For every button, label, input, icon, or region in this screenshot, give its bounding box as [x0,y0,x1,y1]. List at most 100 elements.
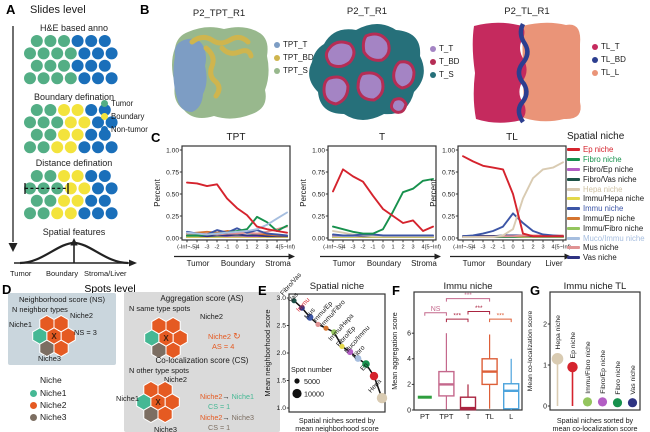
feature-axis-stroma-liver: Stroma/Liver [84,269,127,278]
tissue-spot [71,170,84,182]
as-title: Aggregation score (AS) [160,294,244,303]
y-tick-label: 2.5 [277,323,287,330]
panel-f-label: F [392,283,400,298]
legend-line-swatch [567,216,580,220]
y-tick-label: 2.0 [277,350,287,357]
legend-line-swatch [567,236,580,240]
lollipop-dot-Fibro niche [612,398,623,408]
chart-title: Immu niche TL [564,281,627,292]
distance-step-title: Distance defination [35,158,113,168]
hex-spot-N2 [150,393,166,411]
lollipop-dot-Hepa niche [551,353,564,365]
tissue-spot [105,207,118,220]
x-tick-label: 2 [255,245,258,251]
legend-label: Muco/Immu niche [583,233,645,243]
y-tick-label: 2 [407,382,411,389]
y-tick-label: 0.50 [312,191,325,198]
tissue-spot [37,116,50,129]
tissue-spot [71,194,84,207]
y-tick-label: 0.75 [312,169,325,176]
legend-item: Non-tumor [101,123,148,136]
chart-title: Spatial niche [310,281,364,292]
tissue-spot [92,72,104,85]
plot-frame [457,145,567,241]
arrow-right-icon: → [222,413,230,422]
legend-item: TL_BD [592,53,626,66]
x-tick-label: 2 [531,245,534,251]
ns-subtitle: N neighbor types [12,305,68,314]
legend-item: T_BD [430,55,459,68]
x-tick-label: 1 [391,245,394,251]
center-spot-marker: X [155,398,161,407]
line-chart-tl: TL Percent 0.00 0.25 0.50 0.75 1.00 (-Inf~-5]-4… [429,132,571,268]
legend-line-swatch [567,197,580,201]
x-tick-label: -1 [371,245,376,251]
tissue-spot [44,170,57,182]
legend-label: Hepa niche [583,184,623,194]
x-tick-label: (-Inf~-5] [453,245,473,251]
anno-step-title: H&E based anno [39,23,109,33]
panel-b-label: B [140,2,150,17]
data-point-Fibro/Vas [291,298,297,304]
center-spot-marker: X [51,332,57,341]
series-line-Hepa niche [462,161,564,239]
legend-label: Immu/Fibro niche [583,223,644,233]
tissue-spot [105,182,118,195]
tissue-spot [44,104,57,116]
significance-bracket [445,298,491,302]
y-tick-label: 0.00 [166,235,179,242]
legend-dot-swatch [430,71,436,78]
legend-label: Vas niche [583,253,617,263]
legend-label: Non-tumor [111,125,148,134]
legend-item: Fibro niche [567,155,645,165]
point-label-Ep niche: Ep niche [570,332,577,359]
legend-dot-swatch [101,126,108,133]
y-tick-label: 1.0 [277,405,287,412]
tissue-spot [78,207,91,220]
y-axis-label: Mean aggregation score [390,312,399,390]
y-tick-label: 1.00 [312,147,325,154]
as-score: AS = 4 [212,342,235,351]
cs-subtitle: N other type spots [129,366,189,375]
y-tick-label: 0.00 [312,235,325,242]
tissue-spot [71,59,84,72]
legend-line-swatch [567,177,580,181]
point-label-Ep: Ep [359,362,370,373]
legend-dot-swatch [592,69,598,76]
region-label: Tumor [187,259,210,268]
line-chart-tpt: TPTPercent0.000.250.500.751.00(-Inf~-5]-… [153,132,295,268]
cs-label-niche2: Niche2 [164,375,188,384]
legend-dot-swatch [430,58,436,65]
tissue-spot [85,194,98,207]
region-label: Tumor [333,259,356,268]
legend-item: T_T [430,42,459,55]
tissue-spot [24,116,36,129]
cs-label-niche3: Niche3 [154,425,178,432]
tissue-spot [78,141,91,154]
point-label-Immu/Fibro niche: Immu/Fibro niche [585,341,592,394]
x-category-label: TL [485,412,494,421]
legend-item: Immu niche [567,204,645,214]
x-tick-label: 1 [245,245,248,251]
panel-c: C TPT Percent 0.00 0.25 0.50 0.75 1.00 (-Inf~-5… [0,130,650,282]
x-tick-label: -4 [341,245,346,251]
anno-dot-grid [24,35,118,85]
legend-dot-swatch [30,413,37,421]
tissue-spot [105,72,118,85]
x-tick-label: 0 [381,245,384,251]
series-line-Fibro niche [332,178,434,235]
legend-item: Hepa niche [567,184,645,194]
workflow-arrow [8,26,18,252]
tissue-spot [58,104,70,116]
legend-label: TL_T [601,42,620,51]
x-tick-label: -4 [195,245,200,251]
tissue-spot [92,207,104,220]
size-legend-dot [292,388,302,399]
point-label-Hepa: Hepa [367,378,383,395]
data-point-Fibro [362,360,370,368]
significance-bracket [445,318,469,323]
significance-label: *** [475,305,483,312]
neighborhood-score-box: Neighborhood score (NS) N neighbor types… [8,293,116,365]
aggregation-score-boxplot: Immu niche Mean aggregation score 0 2 4 6 PT TP… [390,281,523,421]
